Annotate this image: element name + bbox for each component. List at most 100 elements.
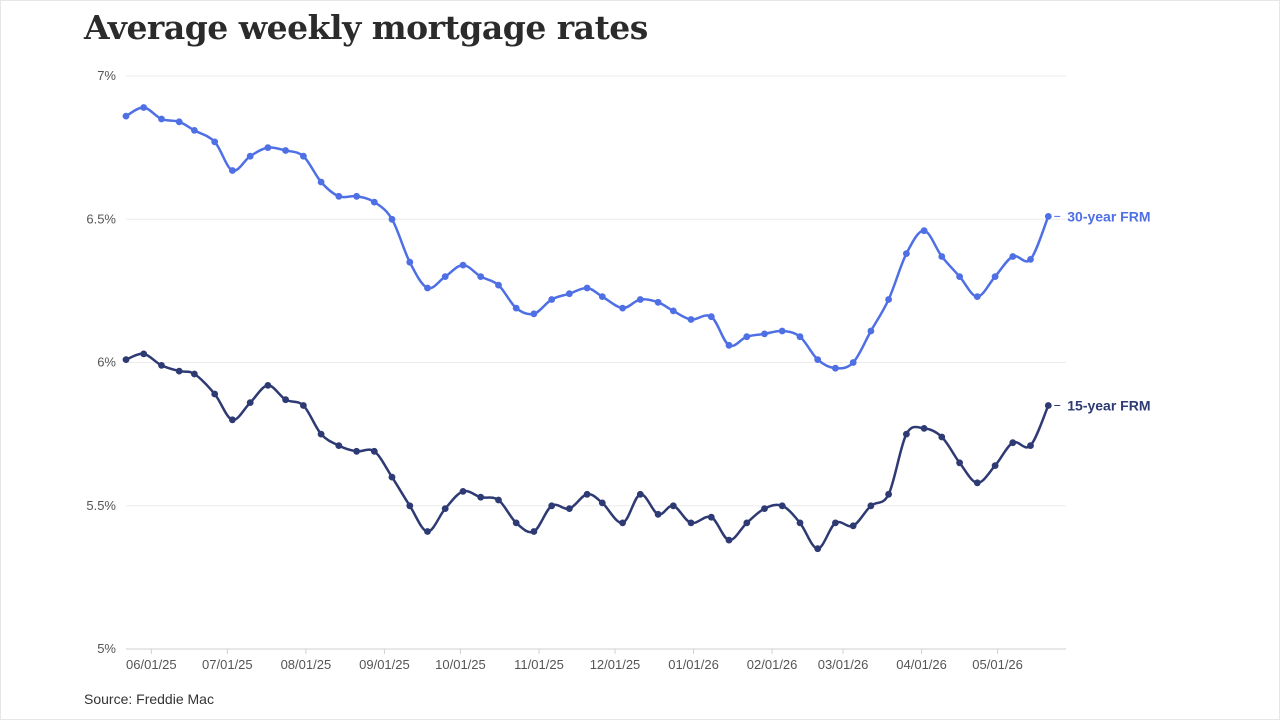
data-point [370,447,378,455]
data-point [814,545,822,553]
data-point [512,304,520,312]
series-15-year-frm [122,350,1052,553]
x-tick-label: 01/01/26 [668,657,719,672]
data-point [814,356,822,363]
y-tick-label: 5.5% [86,498,116,513]
series-line [125,352,1050,550]
data-point [335,192,343,200]
data-point [867,502,875,510]
data-point [477,493,485,501]
series-labels: 30-year FRM 15-year FRM [1054,208,1151,413]
x-tick-label: 04/01/26 [896,657,947,672]
data-point [548,502,556,510]
data-point [920,425,928,432]
data-point [991,462,999,469]
series-label: 30-year FRM [1067,208,1150,224]
data-point [832,364,839,372]
data-point [495,281,502,289]
data-point [991,273,999,280]
data-point [211,390,219,398]
x-tick-label: 05/01/26 [972,657,1023,672]
data-point [122,112,130,120]
y-axis: 7% 6.5% 6% 5.5% 5% [86,68,116,656]
data-point [175,367,183,375]
data-point [317,430,325,438]
chart-title: Average weekly mortgage rates [84,8,648,47]
series-layer [122,104,1052,553]
data-point [619,519,626,527]
data-point [654,510,662,518]
data-point [158,115,165,123]
data-point [903,430,910,438]
data-point [796,333,804,341]
data-point [388,215,396,223]
y-tick-label: 6% [97,355,116,370]
data-point [920,227,928,235]
data-point [956,459,963,467]
data-point [956,273,963,280]
data-point [191,370,198,378]
data-point [938,253,946,260]
data-point [1027,442,1034,449]
data-point [885,296,892,303]
data-point [903,250,910,257]
data-point [300,152,307,160]
data-point [687,316,695,323]
x-tick-label: 07/01/25 [202,657,253,672]
data-point [743,519,751,527]
data-point [867,327,875,335]
data-point [246,399,254,406]
x-axis: 06/01/25 07/01/25 08/01/25 09/01/25 10/01/25… [126,649,1023,672]
series-30-year-frm [122,104,1052,372]
data-point [849,359,857,366]
data-point [264,382,272,389]
data-point [229,167,236,174]
data-point [725,536,733,544]
data-point [158,362,165,369]
x-tick-label: 09/01/25 [359,657,410,672]
data-point [566,290,573,298]
data-point [761,330,768,338]
data-point [175,118,183,126]
data-point [459,261,467,269]
x-tick-label: 03/01/26 [818,657,869,672]
data-point [849,522,857,530]
data-point [583,490,591,498]
data-point [778,327,786,335]
data-point [495,496,502,504]
y-tick-label: 7% [97,68,116,83]
y-tick-label: 6.5% [86,211,116,226]
data-point [211,138,219,146]
data-point [707,313,715,321]
data-point [530,528,538,535]
data-point [370,198,378,206]
data-point [477,273,485,280]
data-point [335,442,343,449]
data-point [441,273,449,280]
data-point [636,490,644,498]
x-tick-label: 08/01/25 [281,657,332,672]
data-point [598,293,606,300]
data-point [636,296,644,303]
data-point [459,488,467,495]
y-tick-label: 5% [97,641,116,656]
data-point [707,513,715,521]
data-point [566,505,573,512]
data-point [300,402,307,409]
data-point [973,479,981,487]
data-point [654,298,662,306]
data-point [424,528,431,535]
data-point [669,502,677,510]
source-note: Source: Freddie Mac [84,691,214,707]
data-point [598,499,606,507]
data-point [406,502,414,510]
x-tick-label: 11/01/25 [514,657,564,672]
data-point [140,104,148,111]
data-point [973,293,981,300]
data-point [530,310,538,318]
data-point [512,519,520,527]
data-point [246,152,254,160]
x-tick-label: 12/01/25 [590,657,641,672]
data-point [583,284,591,292]
